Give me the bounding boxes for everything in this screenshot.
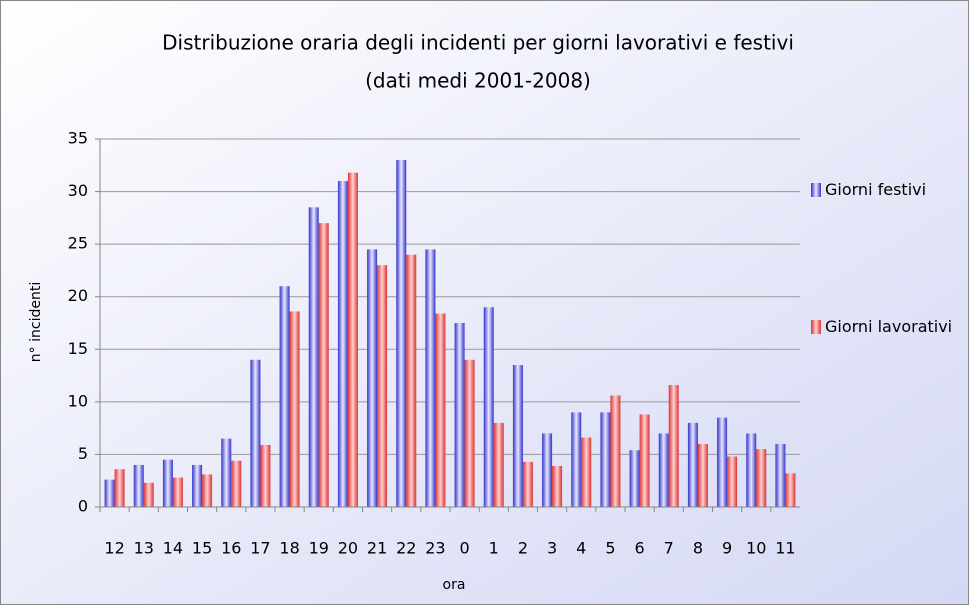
x-tick-label: 15 xyxy=(192,539,212,558)
legend-swatch xyxy=(811,320,821,334)
bar xyxy=(522,461,533,507)
x-tick-label: 20 xyxy=(338,539,358,558)
bar xyxy=(337,181,348,508)
bar xyxy=(629,450,640,507)
x-tick-label: 1 xyxy=(489,539,499,558)
bar xyxy=(114,469,125,507)
x-tick-label: 13 xyxy=(134,539,154,558)
bar xyxy=(639,414,650,507)
x-tick-label: 19 xyxy=(309,539,329,558)
bar xyxy=(396,160,407,507)
bar xyxy=(756,449,767,507)
x-tick-label: 22 xyxy=(396,539,416,558)
bar xyxy=(308,207,319,508)
y-tick-label: 10 xyxy=(68,391,88,410)
bar xyxy=(425,249,436,507)
x-tick-label: 0 xyxy=(459,539,469,558)
bar xyxy=(697,443,708,507)
bar xyxy=(658,433,669,507)
legend-swatch xyxy=(811,183,821,197)
bar xyxy=(454,323,465,507)
bar xyxy=(493,422,504,507)
x-tick-label: 5 xyxy=(605,539,615,558)
y-axis-label: n° incidenti xyxy=(28,282,44,362)
bar xyxy=(571,412,582,507)
bar xyxy=(289,311,300,507)
x-tick-label: 2 xyxy=(518,539,528,558)
legend-label: Giorni festivi xyxy=(825,180,927,199)
x-tick-label: 23 xyxy=(425,539,445,558)
x-tick-label: 4 xyxy=(576,539,586,558)
x-tick-label: 18 xyxy=(279,539,299,558)
bar xyxy=(610,395,621,507)
bar xyxy=(192,464,203,507)
y-tick-label: 5 xyxy=(78,444,88,463)
bar xyxy=(347,172,358,507)
bar xyxy=(250,359,261,507)
bar xyxy=(746,433,757,507)
bar xyxy=(221,438,232,507)
x-tick-label: 9 xyxy=(722,539,732,558)
legend-label: Giorni lavorativi xyxy=(825,317,953,336)
x-tick-label: 17 xyxy=(250,539,270,558)
bar xyxy=(406,254,417,507)
y-tick-label: 15 xyxy=(68,339,88,358)
bar xyxy=(260,444,271,507)
bar xyxy=(162,459,173,507)
x-tick-label: 10 xyxy=(746,539,766,558)
bar xyxy=(464,359,475,507)
bar xyxy=(512,365,523,507)
y-tick-label: 25 xyxy=(68,234,88,253)
bar xyxy=(143,482,154,507)
bar xyxy=(133,464,144,507)
bar xyxy=(717,417,728,507)
chart-subtitle: (dati medi 2001-2008) xyxy=(365,69,591,93)
bar xyxy=(435,313,446,507)
y-tick-label: 30 xyxy=(68,181,88,200)
bar xyxy=(785,473,796,507)
bar xyxy=(668,385,679,507)
x-tick-label: 8 xyxy=(693,539,703,558)
bar xyxy=(775,443,786,507)
x-tick-label: 16 xyxy=(221,539,241,558)
x-tick-label: 7 xyxy=(664,539,674,558)
bar xyxy=(279,286,290,507)
x-tick-label: 12 xyxy=(104,539,124,558)
bar xyxy=(483,307,494,507)
bar xyxy=(727,456,738,507)
bar xyxy=(542,433,553,507)
x-tick-label: 3 xyxy=(547,539,557,558)
bar xyxy=(104,479,115,507)
x-tick-label: 14 xyxy=(163,539,183,558)
bar xyxy=(377,265,388,507)
bar xyxy=(202,474,213,507)
x-tick-label: 21 xyxy=(367,539,387,558)
bar xyxy=(231,460,242,507)
bar xyxy=(367,249,378,507)
chart-title: Distribuzione oraria degli incidenti per… xyxy=(162,31,794,55)
bar xyxy=(687,422,698,507)
bar xyxy=(600,412,611,507)
bar xyxy=(172,477,183,507)
bar xyxy=(318,223,329,507)
y-tick-label: 20 xyxy=(68,286,88,305)
y-tick-label: 35 xyxy=(68,129,88,148)
x-tick-label: 11 xyxy=(775,539,795,558)
x-axis-label: ora xyxy=(443,577,466,593)
x-tick-label: 6 xyxy=(634,539,644,558)
bar xyxy=(552,465,563,507)
y-tick-label: 0 xyxy=(78,497,88,516)
bar xyxy=(581,437,592,507)
